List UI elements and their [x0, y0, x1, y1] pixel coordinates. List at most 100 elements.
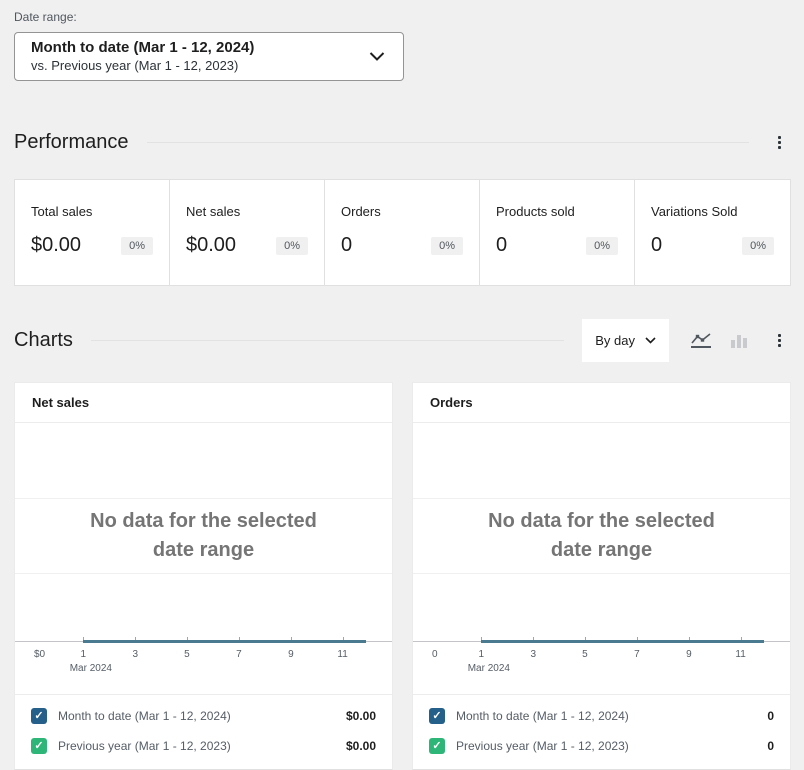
chart-panel-title: Orders: [413, 383, 790, 423]
chart-panels: Net sales No data for the selected date …: [14, 382, 791, 770]
legend-total: $0.00: [345, 709, 376, 723]
date-range-secondary: vs. Previous year (Mar 1 - 12, 2023): [31, 57, 239, 73]
kebab-menu-icon: [777, 135, 781, 139]
legend-total: 0: [767, 709, 774, 723]
legend-label: Month to date (Mar 1 - 12, 2024): [58, 709, 231, 723]
metric-delta-badge: 0%: [276, 236, 308, 255]
orders-chart-panel: Orders No data for the selected date ran…: [412, 382, 791, 770]
x-axis-tick-label: 1: [80, 649, 87, 660]
chart-type-toggle: [685, 324, 755, 356]
chart-panel-title: Net sales: [15, 383, 392, 423]
metric-delta-badge: 0%: [431, 236, 463, 255]
metric-label: Net sales: [186, 204, 241, 219]
metric-value: $0.00: [186, 234, 237, 256]
y-axis-tick-label: $0: [34, 649, 46, 660]
performance-section-header: Performance: [14, 130, 791, 154]
empty-chart-message: No data for the selected date range: [488, 510, 715, 561]
x-axis-month-label: Mar 2024: [467, 663, 510, 674]
performance-metrics-row: Total sales $0.00 0% Net sales $0.00 0% …: [14, 179, 791, 286]
metric-card-net-sales[interactable]: Net sales $0.00 0%: [170, 180, 325, 285]
axis-tick: [481, 637, 483, 642]
gridline: [15, 498, 392, 499]
date-range-label: Date range:: [14, 10, 77, 24]
chevron-down-icon: [369, 52, 385, 61]
metric-label: Orders: [341, 204, 381, 219]
orders-axis-labels: 0 1 3 5 7 9 11 Mar 2024: [413, 642, 790, 694]
chevron-down-icon: [645, 336, 656, 344]
x-axis-tick-label: 5: [184, 649, 190, 660]
metric-card-orders[interactable]: Orders 0 0%: [325, 180, 480, 285]
date-range-dropdown[interactable]: Month to date (Mar 1 - 12, 2024) vs. Pre…: [14, 32, 404, 81]
legend-total: 0: [767, 739, 774, 753]
charts-menu-button[interactable]: [767, 328, 791, 352]
legend-item-month-to-date[interactable]: ✓ Month to date (Mar 1 - 12, 2024) $0.00: [31, 708, 376, 724]
checkbox-checked-icon[interactable]: ✓: [429, 708, 445, 724]
x-axis-tick-label: 9: [686, 649, 692, 660]
net-sales-axis-labels: $0 1 3 5 7 9 11 Mar 2024: [15, 642, 392, 694]
net-sales-legend: ✓ Month to date (Mar 1 - 12, 2024) $0.00…: [15, 694, 392, 769]
axis-tick: [342, 637, 344, 642]
axis-tick: [636, 637, 638, 642]
axis-tick: [584, 637, 586, 642]
axis-tick: [688, 637, 690, 642]
performance-title: Performance: [14, 130, 129, 153]
net-sales-chart-panel: Net sales No data for the selected date …: [14, 382, 393, 770]
legend-item-month-to-date[interactable]: ✓ Month to date (Mar 1 - 12, 2024) 0: [429, 708, 774, 724]
legend-item-previous-year[interactable]: ✓ Previous year (Mar 1 - 12, 2023) 0: [429, 738, 774, 754]
x-axis-tick-label: 11: [735, 649, 746, 660]
x-axis-tick-label: 1: [478, 649, 485, 660]
x-axis-tick-label: 3: [530, 649, 537, 660]
orders-legend: ✓ Month to date (Mar 1 - 12, 2024) 0 ✓ P…: [413, 694, 790, 769]
gridline: [413, 498, 790, 499]
orders-chart-area[interactable]: No data for the selected date range: [413, 423, 790, 643]
checkbox-checked-icon[interactable]: ✓: [31, 738, 47, 754]
metric-label: Total sales: [31, 204, 93, 219]
metric-value: 0: [496, 234, 508, 256]
net-sales-chart-area[interactable]: No data for the selected date range: [15, 423, 392, 643]
x-axis-tick-label: 3: [132, 649, 139, 660]
divider: [90, 339, 565, 341]
zero-value-data-line: [481, 640, 764, 643]
legend-total: $0.00: [345, 739, 376, 753]
axis-tick: [533, 637, 535, 642]
gridline: [15, 573, 392, 574]
metric-label: Products sold: [496, 204, 575, 219]
x-axis-tick-label: 7: [236, 649, 242, 660]
empty-chart-message: No data for the selected date range: [90, 510, 317, 561]
legend-item-previous-year[interactable]: ✓ Previous year (Mar 1 - 12, 2023) $0.00: [31, 738, 376, 754]
metric-value: 0: [651, 234, 663, 256]
gridline: [413, 573, 790, 574]
legend-label: Previous year (Mar 1 - 12, 2023): [58, 739, 231, 753]
x-axis-tick-label: 7: [634, 649, 640, 660]
axis-tick: [83, 637, 85, 642]
zero-value-data-line: [83, 640, 366, 643]
legend-label: Previous year (Mar 1 - 12, 2023): [456, 739, 629, 753]
line-chart-type-button[interactable]: [685, 324, 717, 356]
metric-value: 0: [341, 234, 353, 256]
metric-card-variations-sold[interactable]: Variations Sold 0 0%: [635, 180, 790, 285]
date-range-selection: Month to date (Mar 1 - 12, 2024) vs. Pre…: [31, 39, 254, 74]
y-axis-tick-label: 0: [432, 649, 438, 660]
metric-delta-badge: 0%: [586, 236, 618, 255]
checkbox-checked-icon[interactable]: ✓: [31, 708, 47, 724]
bar-chart-type-button[interactable]: [723, 324, 755, 356]
metric-delta-badge: 0%: [742, 236, 774, 255]
charts-section-header: Charts By day: [14, 318, 791, 362]
kebab-menu-icon: [777, 333, 781, 337]
x-axis-month-label: Mar 2024: [69, 663, 112, 674]
line-chart-icon: [690, 332, 712, 349]
legend-label: Month to date (Mar 1 - 12, 2024): [456, 709, 629, 723]
metric-value: $0.00: [31, 234, 82, 256]
axis-tick: [290, 637, 292, 642]
metric-card-products-sold[interactable]: Products sold 0 0%: [480, 180, 635, 285]
metric-delta-badge: 0%: [121, 236, 153, 255]
metric-card-total-sales[interactable]: Total sales $0.00 0%: [15, 180, 170, 285]
interval-selected-value: By day: [595, 332, 635, 348]
performance-menu-button[interactable]: [767, 130, 791, 154]
checkbox-checked-icon[interactable]: ✓: [429, 738, 445, 754]
axis-tick: [135, 637, 137, 642]
divider: [146, 141, 749, 143]
interval-dropdown[interactable]: By day: [582, 318, 669, 362]
x-axis-tick-label: 11: [337, 649, 348, 660]
